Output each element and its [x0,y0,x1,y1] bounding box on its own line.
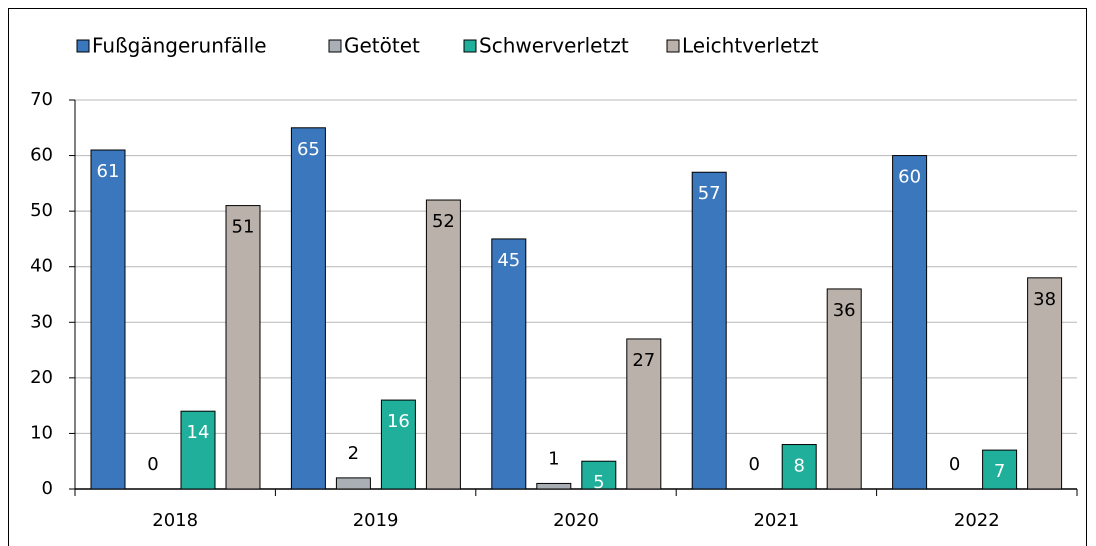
legend-swatch [463,39,477,53]
y-tick-label: 40 [30,256,53,277]
x-tick-label: 2019 [353,510,399,531]
y-tick-label: 50 [30,200,53,221]
data-label: 0 [949,454,960,475]
legend-label: Schwerverletzt [479,34,629,58]
legend-swatch [328,39,342,53]
y-tick-label: 70 [30,89,53,110]
y-tick-label: 0 [42,478,53,499]
data-label: 60 [898,167,921,188]
legend-swatch [76,39,90,53]
bar [290,127,326,490]
data-label: 7 [994,461,1005,482]
x-tick-label: 2018 [152,510,198,531]
bar [626,338,662,490]
data-label: 57 [698,183,721,204]
data-label: 52 [432,211,455,232]
data-label: 45 [497,250,520,271]
data-label: 8 [793,456,804,477]
legend-label: Leichtverletzt [682,34,819,58]
data-label: 14 [187,422,210,443]
data-label: 0 [147,454,158,475]
bar [225,205,261,490]
data-label: 0 [748,454,759,475]
data-label: 5 [593,472,604,493]
x-tick-label: 2021 [753,510,799,531]
y-tick-label: 10 [30,422,53,443]
bar [1027,277,1063,490]
bar [581,460,617,490]
bar [982,449,1018,490]
data-label: 36 [833,300,856,321]
bar [781,444,817,490]
data-label: 27 [632,350,655,371]
data-label: 1 [548,448,559,469]
bar [335,477,371,490]
y-tick-label: 30 [30,311,53,332]
x-tick-label: 2022 [954,510,1000,531]
data-label: 2 [348,443,359,464]
bar [90,149,126,490]
bar [380,399,416,490]
bar [826,288,862,490]
y-tick-label: 20 [30,367,53,388]
legend-label: Getötet [344,34,420,58]
data-label: 65 [297,139,320,160]
bar [425,199,461,490]
data-label: 61 [97,161,120,182]
y-tick-label: 60 [30,145,53,166]
bar [691,171,727,490]
bar [536,482,572,490]
bar [491,238,527,490]
legend-swatch [666,39,680,53]
data-label: 38 [1033,289,1056,310]
bar [892,155,928,490]
x-tick-label: 2020 [553,510,599,531]
data-label: 51 [232,217,255,238]
bar [180,410,216,490]
legend-label: Fußgängerunfälle [92,34,267,58]
data-label: 16 [387,411,410,432]
